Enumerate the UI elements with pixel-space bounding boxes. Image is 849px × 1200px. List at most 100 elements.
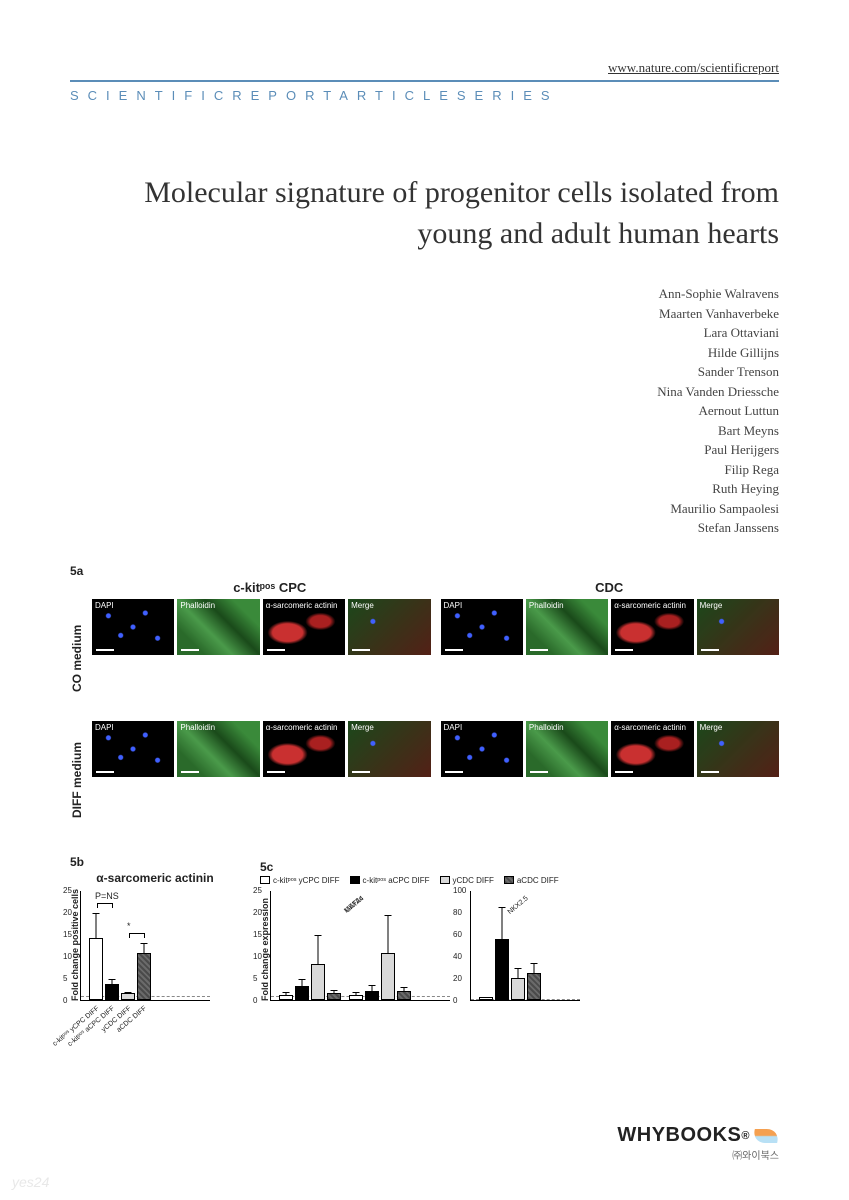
- author: Maurilio Sampaolesi: [70, 499, 779, 519]
- micrograph: α-sarcomeric actinin: [263, 721, 345, 777]
- publisher-footer: WHYBOOKS® ㈜와이북스: [617, 1124, 779, 1162]
- ytick: 80: [453, 908, 462, 917]
- author: Maarten Vanhaverbeke: [70, 304, 779, 324]
- error-bar: [128, 992, 129, 994]
- micrograph: Phalloidin: [526, 721, 608, 777]
- scale-bar: [267, 771, 285, 773]
- author: Bart Meyns: [70, 421, 779, 441]
- micro-label: DAPI: [95, 601, 114, 610]
- ytick: 15: [63, 930, 72, 939]
- bar: [495, 939, 509, 1000]
- author: Sander Trenson: [70, 362, 779, 382]
- fig5b-label: 5b: [70, 855, 84, 869]
- brand-reg: ®: [741, 1130, 750, 1142]
- author-list: Ann-Sophie WalravensMaarten Vanhaverbeke…: [70, 284, 779, 538]
- fig5c-label: 5c: [260, 860, 273, 874]
- fig5b-ylabel: Fold change positive cells: [70, 889, 80, 1001]
- xlabel: MEF2c: [344, 895, 365, 915]
- bar-group: MEF2c: [349, 953, 411, 999]
- bar: [279, 995, 293, 999]
- stat-bracket: [97, 903, 113, 904]
- ytick: 25: [253, 886, 262, 895]
- paper-title: Molecular signature of progenitor cells …: [70, 173, 779, 254]
- scale-bar: [530, 771, 548, 773]
- ytick: 20: [63, 908, 72, 917]
- watermark: yes24: [12, 1174, 49, 1190]
- micro-label: α-sarcomeric actinin: [266, 601, 338, 610]
- author: Ruth Heying: [70, 479, 779, 499]
- ytick: 5: [63, 974, 67, 983]
- col-header-cdc: CDC: [440, 580, 780, 595]
- brand-sub: ㈜와이북스: [617, 1147, 779, 1162]
- legend-swatch: [504, 876, 514, 884]
- xlabel: NKX2.5: [507, 895, 530, 916]
- micrograph: Phalloidin: [177, 721, 259, 777]
- author: Aernout Luttun: [70, 401, 779, 421]
- fig5c-legend: c-kitᵖᵒˢ yCPC DIFFc-kitᵖᵒˢ aCPC DIFFyCDC…: [260, 876, 779, 885]
- micrograph: DAPI: [92, 599, 174, 655]
- bar: [295, 986, 309, 999]
- author: Hilde Gillijns: [70, 343, 779, 363]
- error-bar: [334, 990, 335, 994]
- micrograph: Phalloidin: [526, 599, 608, 655]
- stat-label: P=NS: [95, 891, 119, 901]
- bar: [349, 995, 363, 999]
- bar: [397, 991, 411, 1000]
- bar: [311, 964, 325, 999]
- micrograph: Merge: [697, 721, 779, 777]
- error-bar: [286, 992, 287, 996]
- micro-label: DAPI: [444, 723, 463, 732]
- swoosh-icon: [751, 1129, 781, 1143]
- micro-label: Merge: [700, 601, 723, 610]
- micro-label: Merge: [351, 723, 374, 732]
- scale-bar: [445, 649, 463, 651]
- error-bar: [534, 963, 535, 974]
- micro-label: α-sarcomeric actinin: [614, 723, 686, 732]
- scale-bar: [615, 771, 633, 773]
- error-bar: [404, 987, 405, 991]
- figure-5c: 5c c-kitᵖᵒˢ yCPC DIFFc-kitᵖᵒˢ aCPC DIFFy…: [260, 858, 779, 1001]
- legend-swatch: [260, 876, 270, 884]
- ytick: 10: [253, 952, 262, 961]
- scale-bar: [701, 771, 719, 773]
- micro-label: Phalloidin: [180, 723, 215, 732]
- bar: [327, 993, 341, 1000]
- ytick: 15: [253, 930, 262, 939]
- series-tag: SCIENTIFICREPORTARTICLESERIES: [70, 82, 779, 103]
- error-bar: [96, 913, 97, 939]
- error-bar: [144, 943, 145, 954]
- legend-item: aCDC DIFF: [504, 876, 559, 885]
- error-bar: [356, 992, 357, 996]
- scale-bar: [181, 649, 199, 651]
- legend-swatch: [350, 876, 360, 884]
- bar: c-kitᵖᵒˢ yCPC DIFF: [89, 938, 103, 1000]
- bar: aCDC DIFF: [137, 953, 151, 999]
- scale-bar: [701, 649, 719, 651]
- ytick: 0: [63, 996, 67, 1005]
- scale-bar: [96, 771, 114, 773]
- ytick: 0: [453, 996, 457, 1005]
- micrograph: α-sarcomeric actinin: [263, 599, 345, 655]
- scale-bar: [96, 649, 114, 651]
- bar: [381, 953, 395, 999]
- legend-item: c-kitᵖᵒˢ aCPC DIFF: [350, 876, 430, 885]
- legend-item: c-kitᵖᵒˢ yCPC DIFF: [260, 876, 340, 885]
- error-bar: [518, 968, 519, 979]
- micrograph: DAPI: [92, 721, 174, 777]
- ytick: 20: [253, 908, 262, 917]
- ytick: 10: [63, 952, 72, 961]
- ytick: 100: [453, 886, 466, 895]
- bar: yCDC DIFF: [121, 993, 135, 1000]
- ytick: 40: [453, 952, 462, 961]
- author: Filip Rega: [70, 460, 779, 480]
- brand-text: WHYBOOKS: [617, 1124, 741, 1147]
- bar: [479, 997, 493, 999]
- micrograph: Phalloidin: [177, 599, 259, 655]
- ytick: 0: [253, 996, 257, 1005]
- micrograph: Merge: [697, 599, 779, 655]
- micro-label: Phalloidin: [529, 601, 564, 610]
- fig5a-label: 5a: [70, 564, 83, 578]
- error-bar: [318, 935, 319, 966]
- micrograph: α-sarcomeric actinin: [611, 721, 693, 777]
- scale-bar: [267, 649, 285, 651]
